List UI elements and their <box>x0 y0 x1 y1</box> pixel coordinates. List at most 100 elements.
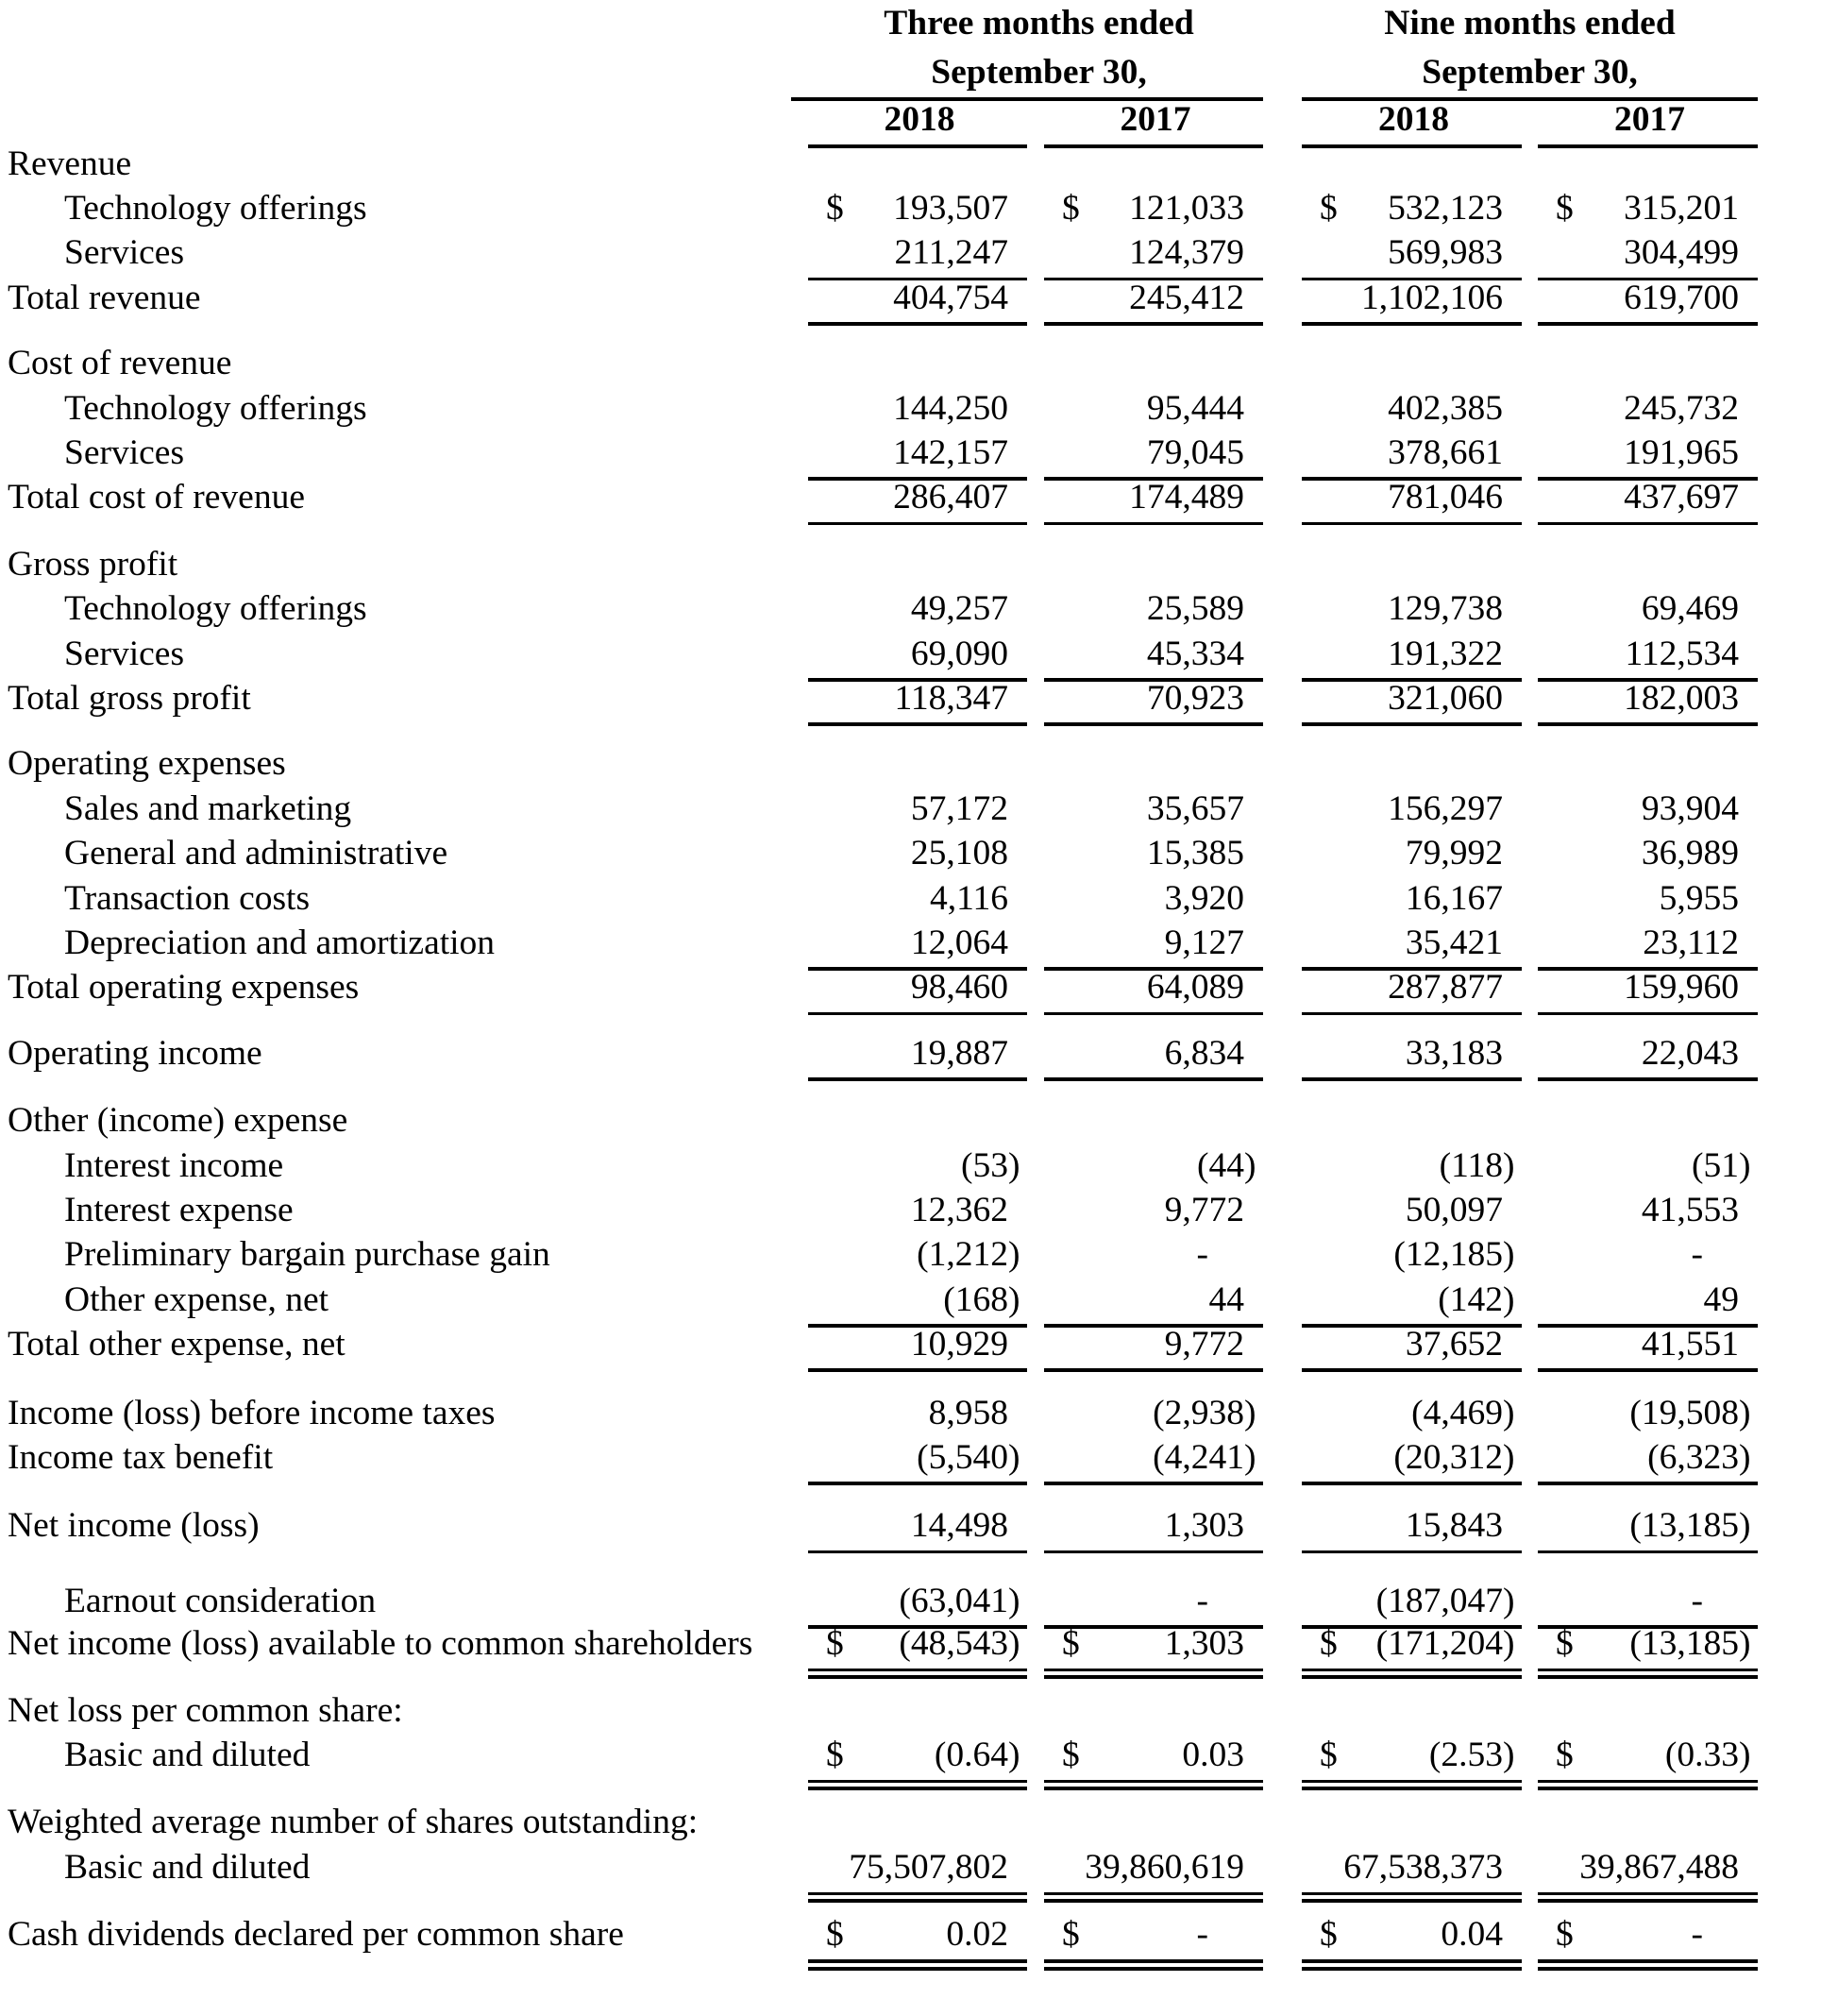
table-row: Total gross profit 118,347 70,923 321,060 18… <box>0 676 1821 726</box>
row-label: Basic and diluted <box>64 1735 311 1774</box>
total-rule <box>1044 277 1263 281</box>
total-rule <box>1538 321 1758 326</box>
value-cell: - <box>1196 1235 1209 1275</box>
dollar-sign: $ <box>1556 189 1574 229</box>
dollar-sign: $ <box>1320 1623 1338 1663</box>
row-label: Total cost of revenue <box>8 478 305 517</box>
total-rule <box>1538 277 1758 281</box>
row-label: General and administrative <box>64 834 448 873</box>
total-rule <box>1044 722 1263 726</box>
value-cell: 404,754 <box>893 278 1008 317</box>
total-rule <box>1538 1076 1758 1081</box>
value-cell: (63,041 <box>899 1581 1008 1620</box>
total-rule <box>1538 1368 1758 1373</box>
row-label: Income tax benefit <box>8 1438 274 1478</box>
row-label: Earnout consideration <box>64 1581 377 1620</box>
value-cell: 41,553 <box>1641 1191 1739 1230</box>
double-rule-top <box>1302 1959 1522 1963</box>
row-label: Services <box>64 233 185 273</box>
table-row: Operating expenses <box>0 741 1821 786</box>
double-rule-top <box>1538 1779 1758 1784</box>
value-cell: (171,204 <box>1375 1623 1503 1663</box>
value-cell: 532,123 <box>1388 189 1503 229</box>
value-cell: (12,185 <box>1393 1235 1503 1275</box>
total-rule <box>808 321 1027 326</box>
value-cell: 57,172 <box>910 788 1008 828</box>
value-cell: 16,167 <box>1405 878 1503 918</box>
value-cell: (51 <box>1692 1145 1739 1185</box>
value-cell: 69,469 <box>1641 589 1739 629</box>
value-cell: 286,407 <box>893 478 1008 517</box>
total-rule <box>808 1368 1027 1373</box>
value-cell: 142,157 <box>893 433 1008 473</box>
double-rule-top <box>1538 1959 1758 1963</box>
value-cell: (4,469 <box>1411 1393 1503 1432</box>
row-label: Other expense, net <box>64 1279 329 1319</box>
value-cell: 12,362 <box>910 1191 1008 1230</box>
col-group-title-line1: Nine months ended <box>1384 4 1676 42</box>
value-cell: 569,983 <box>1388 233 1503 273</box>
close-paren: ) <box>1244 1145 1256 1185</box>
close-paren: ) <box>1739 1735 1751 1774</box>
total-rule <box>1044 477 1263 481</box>
double-rule-top <box>1538 1668 1758 1672</box>
total-rule <box>1302 1323 1522 1328</box>
year-header-rule <box>1302 144 1522 148</box>
total-rule <box>1302 1368 1522 1373</box>
double-rule-top <box>1044 1779 1263 1784</box>
value-cell: 39,860,619 <box>1085 1847 1244 1887</box>
total-rule <box>1044 521 1263 526</box>
total-rule <box>1044 1368 1263 1373</box>
double-rule-bottom <box>1538 1966 1758 1971</box>
col-group-title-line1: Three months ended <box>884 4 1194 42</box>
total-rule <box>1302 321 1522 326</box>
row-label: Services <box>64 433 185 473</box>
table-row: Other (income) expense <box>0 1098 1821 1143</box>
close-paren: ) <box>1739 1623 1751 1663</box>
double-rule-top <box>1302 1891 1522 1896</box>
double-rule-top <box>1302 1779 1522 1784</box>
value-cell: (2,938 <box>1153 1393 1244 1432</box>
row-label: Technology offerings <box>64 189 367 229</box>
value-cell: 14,498 <box>910 1506 1008 1546</box>
value-cell: 0.03 <box>1182 1735 1244 1774</box>
value-cell: 211,247 <box>894 233 1008 273</box>
close-paren: ) <box>1739 1145 1751 1185</box>
double-rule-bottom <box>1302 1675 1522 1680</box>
dollar-sign: $ <box>1062 1735 1080 1774</box>
dollar-sign: $ <box>1320 189 1338 229</box>
value-cell: (53 <box>961 1145 1008 1185</box>
col-group-title-line2: September 30, <box>1422 52 1638 92</box>
row-label: Cost of revenue <box>8 344 232 383</box>
table-row: Services 69,090 45,334 191,322 112,534 <box>0 632 1821 682</box>
double-rule-top <box>1044 1891 1263 1896</box>
total-rule <box>1044 1076 1263 1081</box>
total-rule <box>1302 1624 1522 1629</box>
total-rule <box>808 1076 1027 1081</box>
table-row: Basic and diluted 75,507,802 39,860,619 67,… <box>0 1845 1821 1904</box>
value-cell: 98,460 <box>910 968 1008 1008</box>
table-row: Net loss per common share: <box>0 1688 1821 1733</box>
value-cell: 129,738 <box>1388 589 1503 629</box>
value-cell: (19,508 <box>1629 1393 1739 1432</box>
close-paren: ) <box>1503 1145 1515 1185</box>
double-rule-bottom <box>808 1787 1027 1791</box>
table-row: Interest income (53) (44) (118) (51) <box>0 1144 1821 1188</box>
value-cell: (5,540 <box>917 1438 1008 1478</box>
close-paren: ) <box>1244 1393 1256 1432</box>
value-cell: 245,732 <box>1624 388 1739 428</box>
row-label: Sales and marketing <box>64 788 352 828</box>
value-cell: 402,385 <box>1388 388 1503 428</box>
value-cell: - <box>1196 1915 1209 1955</box>
col-group-rule <box>791 96 1263 101</box>
value-cell: 50,097 <box>1405 1191 1503 1230</box>
value-cell: 79,992 <box>1405 834 1503 873</box>
value-cell: 70,923 <box>1146 679 1244 719</box>
total-rule <box>1044 1550 1263 1554</box>
total-rule <box>1044 677 1263 682</box>
table-row: Preliminary bargain purchase gain (1,212)… <box>0 1232 1821 1277</box>
value-cell: 23,112 <box>1643 923 1739 963</box>
close-paren: ) <box>1739 1506 1751 1546</box>
row-label: Other (income) expense <box>8 1101 348 1141</box>
